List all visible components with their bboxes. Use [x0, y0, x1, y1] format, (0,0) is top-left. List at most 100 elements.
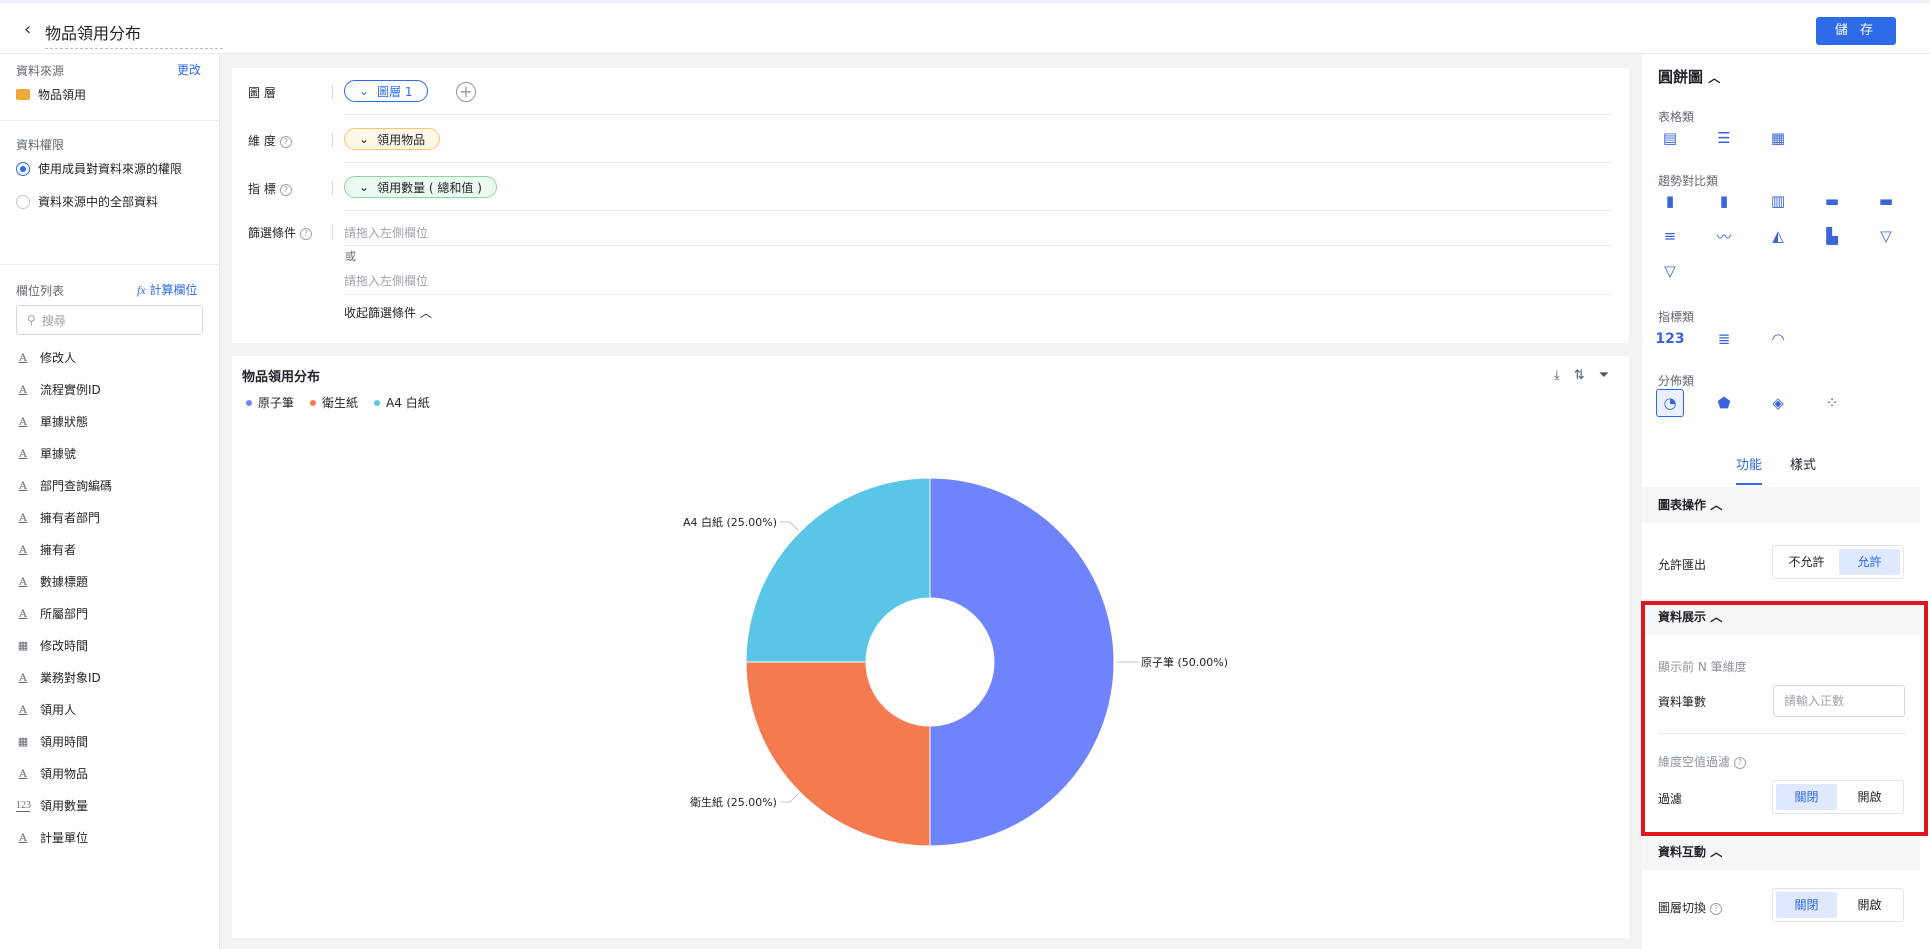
save-button[interactable]: 儲 存: [1816, 17, 1896, 45]
field-item[interactable]: A 擁有者: [16, 541, 76, 558]
count-input[interactable]: 請輸入正數: [1773, 685, 1905, 717]
filter-dropzone-1[interactable]: 請拖入左側欄位: [344, 226, 429, 240]
text-field-icon: A: [18, 670, 28, 684]
dimension-pill[interactable]: ⌄ 領用物品: [344, 128, 441, 150]
permission-option-all[interactable]: 資料來源中的全部資料: [16, 193, 158, 210]
field-item[interactable]: ▦ 修改時間: [16, 637, 88, 654]
combo-chart-icon[interactable]: ▙: [1826, 227, 1838, 245]
chevron-down-icon: ⌄: [359, 180, 370, 194]
option-on[interactable]: 開啟: [1857, 898, 1882, 912]
calc-field-link[interactable]: fx 計算欄位: [137, 283, 198, 297]
column-chart-icon[interactable]: ▮: [1665, 192, 1675, 210]
tab-style[interactable]: 樣式: [1790, 458, 1817, 473]
compare-funnel-icon[interactable]: ▽: [1664, 262, 1676, 280]
page-title[interactable]: 物品領用分布: [45, 20, 223, 49]
null-filter-label: 維度空值過濾?: [1658, 753, 1747, 770]
gauge-icon[interactable]: ◠: [1771, 330, 1785, 348]
pie-slice[interactable]: [745, 661, 931, 847]
field-item[interactable]: A 數據標題: [16, 573, 88, 590]
layer-row: 圖 層 ⌄ 圖層 1 +: [232, 68, 1629, 116]
grouped-column-icon[interactable]: ▮: [1719, 192, 1729, 210]
field-item[interactable]: A 部門查詢編碼: [16, 477, 112, 494]
radio-icon[interactable]: [16, 194, 30, 209]
option-disallow[interactable]: 不允許: [1788, 555, 1825, 569]
help-icon[interactable]: ?: [279, 135, 292, 148]
help-icon[interactable]: ?: [1734, 756, 1747, 769]
field-item[interactable]: A 流程實例ID: [16, 381, 101, 398]
indicator-number-icon[interactable]: 123: [1655, 331, 1685, 347]
field-item[interactable]: A 單據號: [16, 445, 76, 462]
option-on[interactable]: 開啟: [1857, 790, 1882, 804]
area-chart-icon[interactable]: ◭: [1772, 227, 1784, 245]
back-arrow-icon[interactable]: ‹: [24, 19, 32, 40]
stacked-column-icon[interactable]: ▥: [1770, 192, 1786, 210]
option-off[interactable]: 關閉: [1776, 784, 1837, 810]
line-chart-icon[interactable]: 〰: [1716, 227, 1732, 246]
field-name: 單據號: [40, 447, 77, 461]
bar-chart-icon[interactable]: ▬: [1824, 192, 1840, 210]
data-display-section[interactable]: 資料展示 ︿: [1642, 599, 1920, 635]
layer-pill[interactable]: ⌄ 圖層 1: [344, 80, 428, 102]
help-icon[interactable]: ?: [300, 227, 313, 240]
percent-bar-icon[interactable]: ≡: [1663, 227, 1677, 245]
download-icon[interactable]: ⤓: [1553, 368, 1560, 383]
legend-item[interactable]: 衛生紙: [310, 394, 358, 411]
list-table-icon[interactable]: ☰: [1717, 129, 1731, 147]
field-item[interactable]: A 修改人: [16, 349, 76, 366]
text-field-icon: A: [18, 414, 28, 428]
filter-icon[interactable]: ⏷: [1598, 368, 1609, 383]
measure-pill[interactable]: ⌄ 領用數量 ( 總和值 ): [344, 176, 497, 198]
field-item[interactable]: ▦ 領用時間: [16, 733, 88, 750]
radar-chart-icon[interactable]: ⬟: [1717, 394, 1731, 412]
legend-item[interactable]: A4 白紙: [374, 394, 430, 411]
field-item[interactable]: A 擁有者部門: [16, 509, 100, 526]
interaction-section[interactable]: 資料互動 ︿: [1642, 834, 1920, 870]
field-item[interactable]: A 業務對象ID: [16, 669, 101, 686]
pie-slice[interactable]: [929, 477, 1115, 847]
field-item[interactable]: A 領用人: [16, 701, 76, 718]
chart-card: 物品領用分布 原子筆 衛生紙 A4 白紙 ⤓ ⇅ ⏷ 原子筆 (50.00%) 衛生紙…: [232, 356, 1629, 938]
field-item[interactable]: A 計量單位: [16, 829, 88, 846]
funnel-chart-icon[interactable]: ▽: [1880, 227, 1892, 245]
pie-slice[interactable]: [745, 477, 931, 663]
legend-item[interactable]: 原子筆: [246, 394, 294, 411]
field-item[interactable]: A 領用物品: [16, 765, 88, 782]
settings-tabs: 功能 樣式: [1642, 444, 1920, 488]
pivot-table-icon[interactable]: ▤: [1662, 129, 1678, 147]
field-search-input[interactable]: ⚲ 搜尋: [16, 305, 203, 335]
chart-ops-section[interactable]: 圖表操作 ︿: [1642, 487, 1920, 523]
or-label: 或: [345, 250, 356, 263]
text-field-icon: A: [18, 830, 28, 844]
pie-chart: 原子筆 (50.00%) 衛生紙 (25.00%) A4 白紙 (25.00%): [683, 477, 1228, 847]
donut-chart-icon[interactable]: ◔: [1656, 389, 1684, 417]
option-allow[interactable]: 允許: [1839, 549, 1900, 575]
filter-dropzone-2[interactable]: 請拖入左側欄位: [344, 274, 429, 288]
field-item[interactable]: A 所屬部門: [16, 605, 88, 622]
option-off[interactable]: 關閉: [1776, 892, 1837, 918]
map-chart-icon[interactable]: ◈: [1772, 394, 1784, 412]
text-field-icon: A: [18, 574, 28, 588]
fx-icon: fx: [137, 283, 146, 297]
text-field-icon: A: [18, 542, 28, 556]
field-name: 擁有者: [40, 543, 77, 557]
tab-function[interactable]: 功能: [1736, 454, 1763, 485]
collapse-filter-button[interactable]: 收起篩選條件 ︿: [344, 306, 432, 320]
field-item[interactable]: A 單據狀態: [16, 413, 88, 430]
chevron-down-icon: ⌄: [359, 132, 370, 146]
stacked-bar-icon[interactable]: ▬: [1878, 192, 1894, 210]
permission-option-member[interactable]: 使用成員對資料來源的權限: [16, 160, 182, 177]
field-name: 單據狀態: [40, 415, 89, 429]
left-panel: 資料來源 更改 物品領用 資料權限 使用成員對資料來源的權限 資料來源中的全部資…: [0, 54, 220, 949]
sort-icon[interactable]: ⇅: [1573, 368, 1585, 383]
detail-table-icon[interactable]: ▦: [1770, 129, 1786, 147]
field-item[interactable]: 123 領用數量: [16, 797, 88, 814]
progress-bar-icon[interactable]: ≣: [1717, 330, 1731, 348]
scatter-chart-icon[interactable]: ⁘: [1825, 394, 1839, 412]
add-layer-icon[interactable]: +: [456, 82, 476, 102]
radio-selected-icon[interactable]: [16, 161, 30, 176]
field-name: 所屬部門: [40, 607, 89, 621]
help-icon[interactable]: ?: [279, 183, 292, 196]
help-icon[interactable]: ?: [1710, 902, 1723, 915]
change-source-link[interactable]: 更改: [177, 63, 202, 77]
chevron-up-icon: ︿: [1710, 845, 1723, 859]
